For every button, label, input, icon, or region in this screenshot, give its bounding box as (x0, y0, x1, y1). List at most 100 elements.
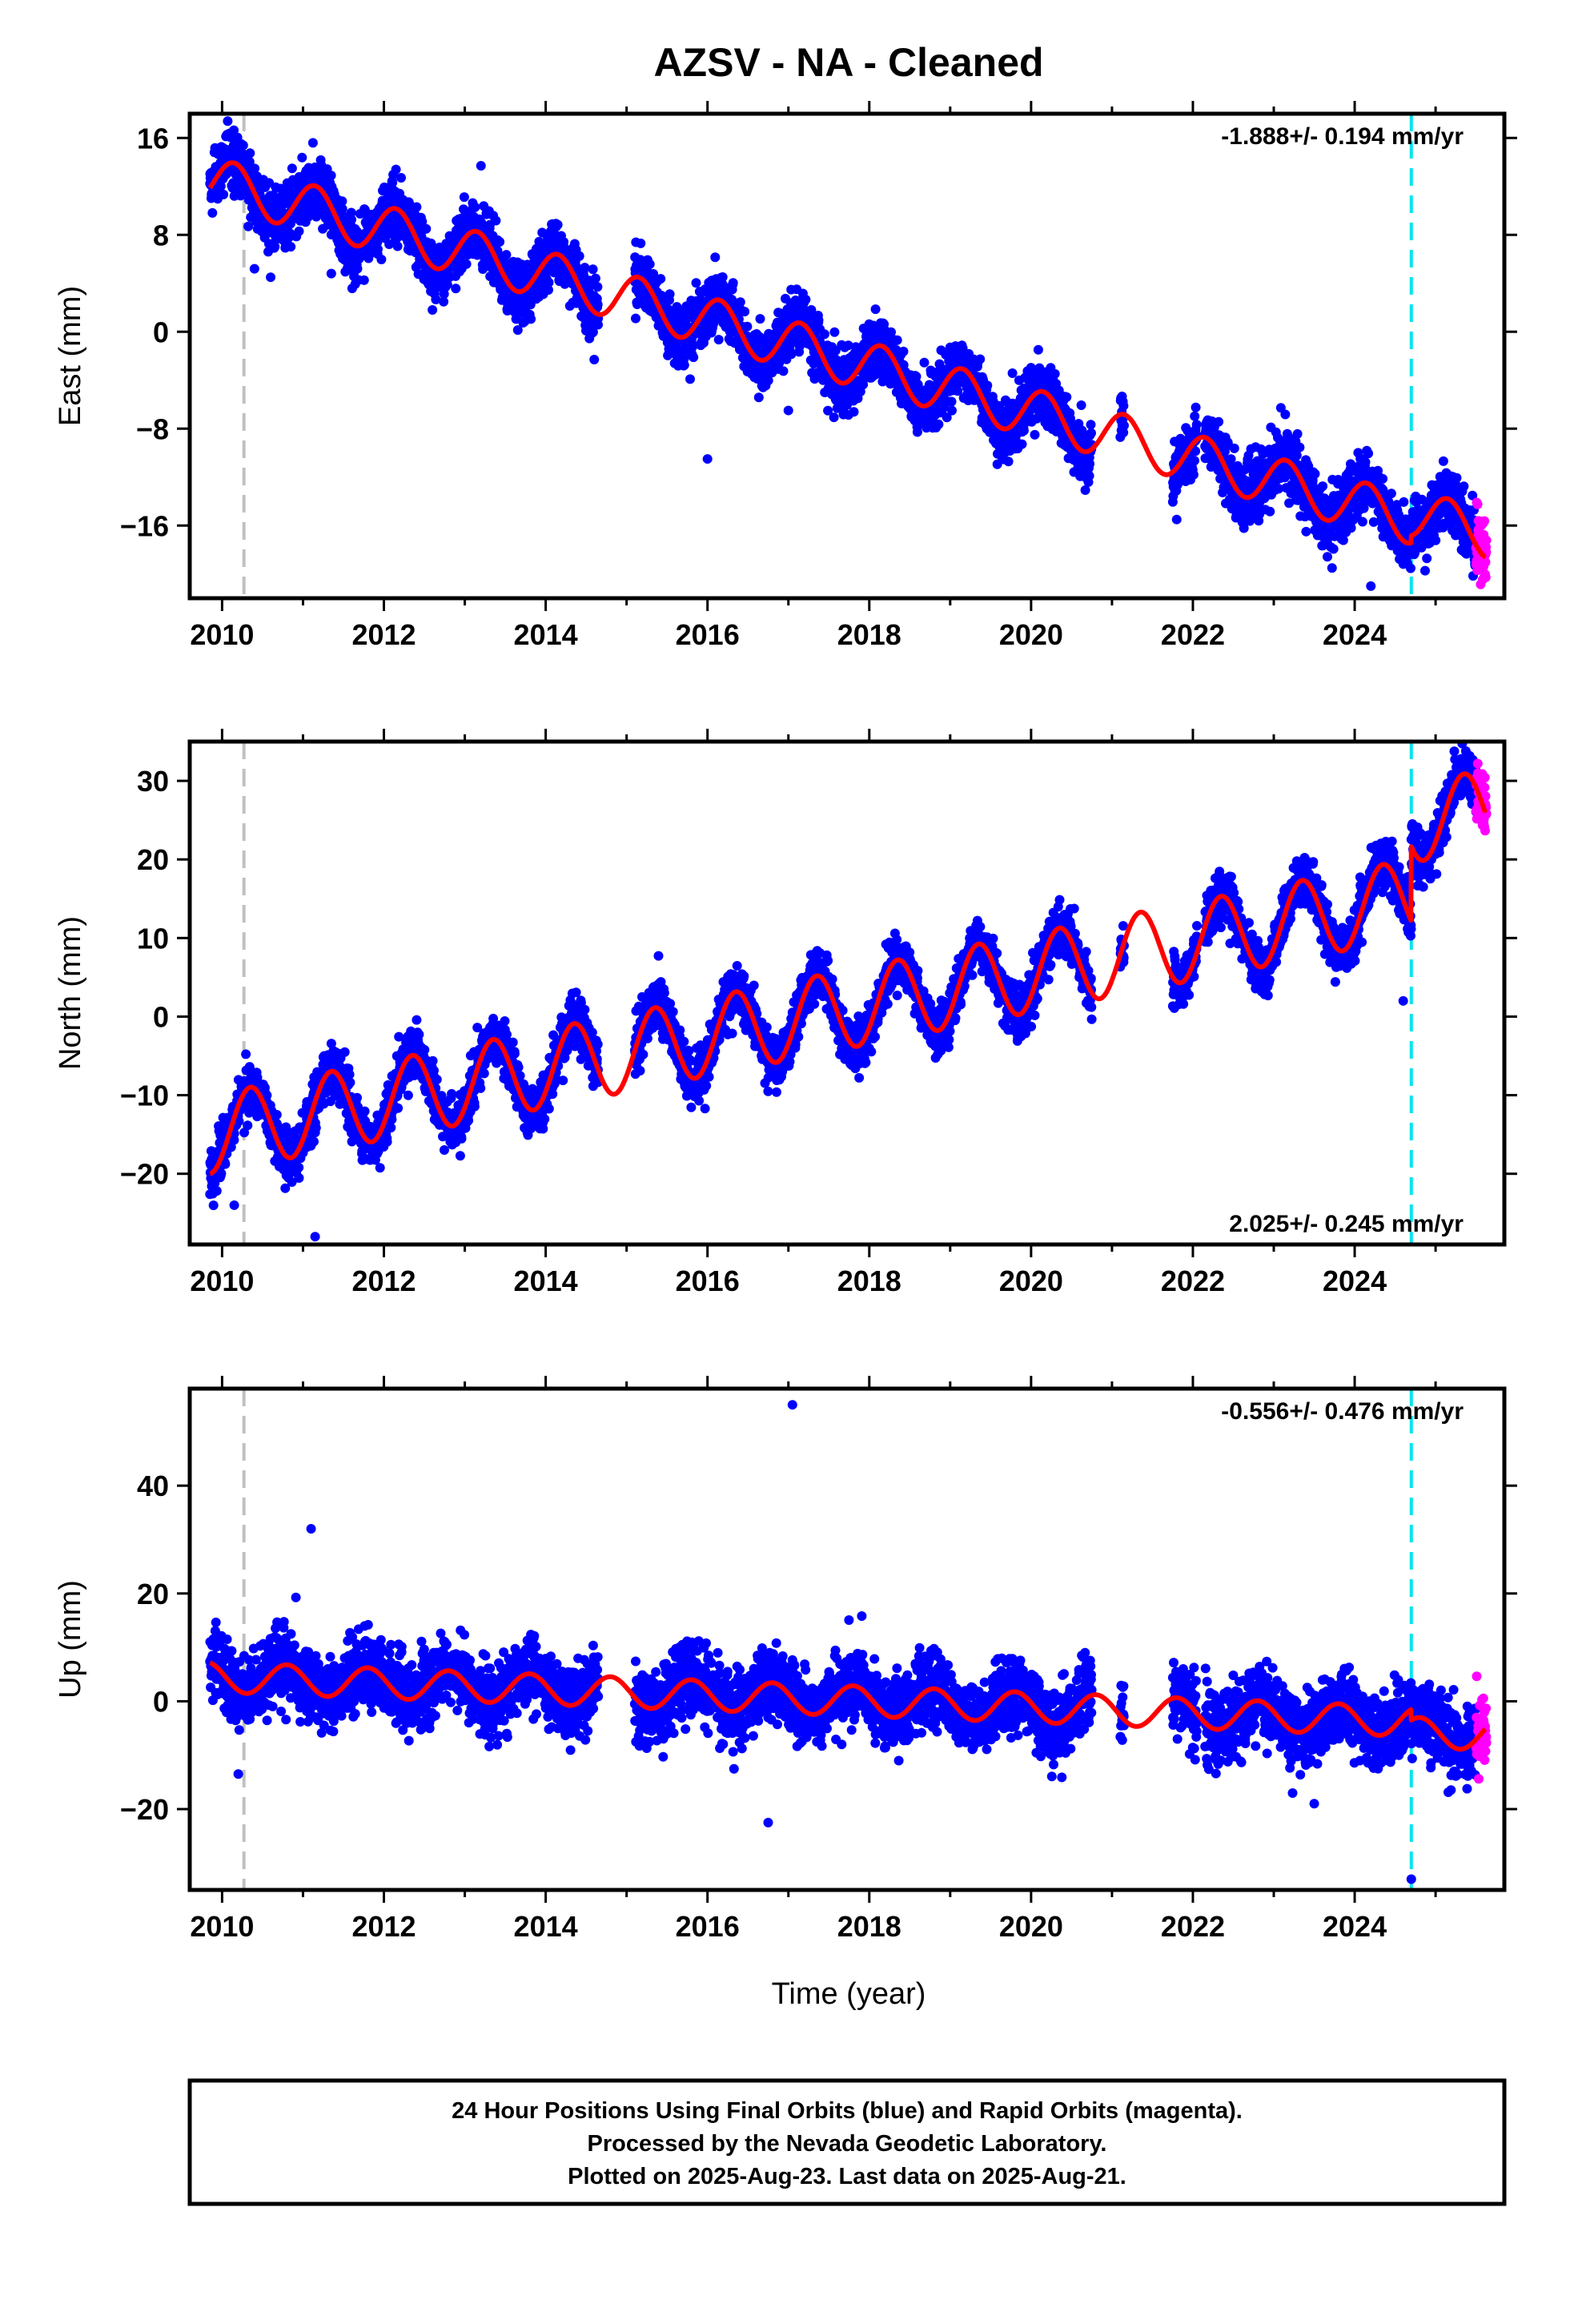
final-point (1018, 425, 1029, 436)
final-point (270, 242, 280, 251)
final-point (813, 315, 824, 325)
final-point (1118, 400, 1129, 411)
final-point (975, 354, 986, 364)
final-point (207, 207, 218, 218)
final-point (1191, 402, 1201, 412)
final-point (588, 264, 598, 275)
final-point (947, 405, 957, 416)
final-point (713, 335, 724, 345)
final-point (359, 275, 369, 285)
final-point (387, 178, 398, 187)
final-point (1431, 535, 1441, 545)
final-point (934, 419, 944, 429)
final-point (439, 296, 449, 307)
final-point (1188, 469, 1199, 480)
final-point (451, 283, 461, 294)
final-point (412, 202, 422, 212)
final-point (892, 335, 902, 345)
final-point (1327, 563, 1337, 573)
final-point (689, 352, 699, 363)
final-point (1386, 489, 1396, 499)
final-point (1119, 420, 1129, 431)
final-point (1406, 563, 1415, 573)
final-point (1191, 420, 1202, 430)
final-point (491, 215, 501, 226)
final-point (294, 226, 304, 236)
final-point (1295, 442, 1305, 452)
final-point (238, 140, 248, 151)
final-point (1017, 439, 1027, 449)
final-point (801, 295, 811, 304)
final-point (717, 272, 728, 282)
panel-east: 2010 2012 2014 2016 2018 2020 2022 20241680−8−1… (54, 101, 1517, 651)
final-point (1363, 448, 1374, 459)
final-point (1399, 497, 1409, 507)
final-point (297, 152, 307, 163)
final-point (1280, 409, 1291, 420)
final-point (1084, 471, 1094, 481)
final-point (1226, 454, 1236, 464)
final-point (982, 380, 993, 391)
final-point (728, 278, 738, 288)
final-point (326, 171, 336, 181)
final-point (631, 313, 640, 324)
final-point (829, 412, 839, 423)
final-point (286, 242, 296, 252)
final-point (244, 157, 255, 167)
final-point (1214, 416, 1224, 427)
final-point (898, 346, 909, 356)
final-point (1292, 428, 1303, 439)
final-point (1323, 552, 1332, 562)
final-point (1086, 428, 1096, 438)
final-point (644, 259, 655, 269)
final-point (1007, 368, 1018, 378)
final-point (1003, 456, 1014, 467)
final-point (679, 360, 689, 370)
final-point (829, 327, 840, 337)
final-point (229, 125, 239, 135)
final-point (526, 314, 536, 324)
final-point (636, 238, 646, 248)
final-point (392, 241, 403, 251)
final-point (352, 263, 363, 274)
final-point (337, 203, 347, 214)
final-point (552, 219, 563, 230)
final-point (1076, 400, 1086, 410)
final-point (753, 392, 764, 403)
final-point (590, 273, 600, 283)
final-point (495, 237, 505, 247)
final-point (1085, 459, 1095, 469)
chart-title: AZSV - NA - Cleaned (653, 40, 1043, 85)
final-point (1062, 392, 1072, 402)
final-point (912, 427, 922, 437)
final-point (1190, 456, 1199, 466)
final-point (946, 396, 957, 407)
final-point (250, 163, 260, 174)
final-point (778, 366, 789, 376)
final-point (346, 207, 356, 218)
final-point (417, 216, 428, 227)
final-point (223, 116, 233, 127)
final-point (1422, 553, 1432, 564)
final-point (574, 251, 584, 261)
final-point (1310, 468, 1320, 479)
final-point (656, 274, 666, 284)
final-point (740, 307, 750, 317)
final-point (544, 277, 554, 287)
final-point (665, 289, 675, 300)
final-point (245, 148, 255, 159)
final-point (243, 221, 254, 231)
final-point (459, 192, 469, 203)
plot-area-east (205, 114, 1492, 598)
final-point (347, 215, 356, 225)
final-point (376, 255, 387, 264)
panels: 2010 2012 2014 2016 2018 2020 2022 20241680−8−1… (54, 101, 1517, 1943)
final-point (396, 173, 406, 183)
final-point (363, 253, 374, 263)
final-point (470, 202, 480, 212)
final-point (849, 407, 859, 417)
final-point (592, 300, 603, 310)
final-point (755, 314, 765, 324)
final-point (820, 329, 829, 340)
